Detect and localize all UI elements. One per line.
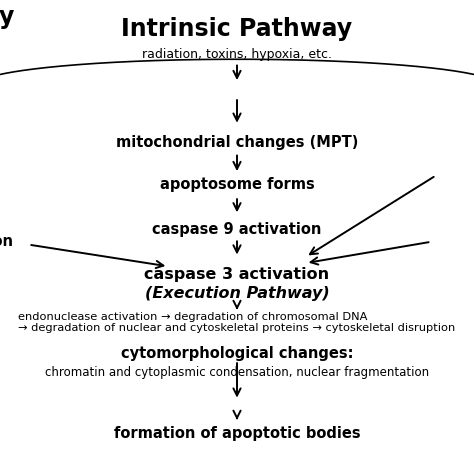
Text: formation of apoptotic bodies: formation of apoptotic bodies: [114, 426, 360, 441]
Text: caspase 9 activation: caspase 9 activation: [152, 222, 322, 237]
Text: (Execution Pathway): (Execution Pathway): [145, 286, 329, 301]
Text: caspase 3 activation: caspase 3 activation: [145, 267, 329, 283]
Text: cytomorphological changes:: cytomorphological changes:: [121, 346, 353, 361]
Text: apoptosome forms: apoptosome forms: [160, 177, 314, 192]
Text: radiation, toxins, hypoxia, etc.: radiation, toxins, hypoxia, etc.: [142, 48, 332, 61]
Text: way: way: [0, 5, 14, 28]
Text: endonuclease activation → degradation of chromosomal DNA
→ degradation of nuclea: endonuclease activation → degradation of…: [18, 311, 456, 333]
Text: mitochondrial changes (MPT): mitochondrial changes (MPT): [116, 135, 358, 150]
Text: Intrinsic Pathway: Intrinsic Pathway: [121, 17, 353, 41]
Text: chromatin and cytoplasmic condensation, nuclear fragmentation: chromatin and cytoplasmic condensation, …: [45, 365, 429, 379]
Text: vation: vation: [0, 234, 14, 249]
